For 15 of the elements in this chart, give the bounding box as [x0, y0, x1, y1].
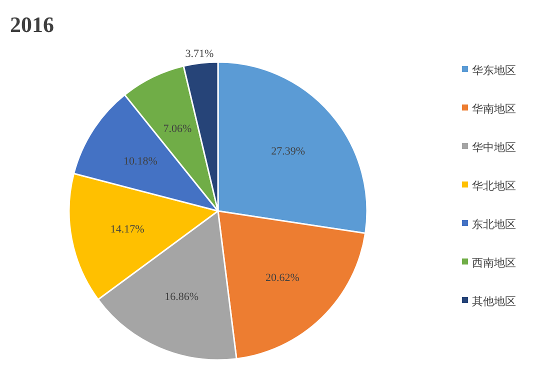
legend-label: 华东地区 — [472, 64, 516, 77]
data-label: 27.39% — [271, 146, 306, 158]
legend-label: 东北地区 — [472, 218, 516, 231]
legend-label: 西南地区 — [472, 256, 516, 270]
data-label: 16.86% — [164, 290, 199, 303]
legend-label: 华南地区 — [472, 102, 516, 116]
chart-title: 2016 — [10, 12, 54, 37]
data-label: 3.71% — [185, 48, 214, 60]
legend-label: 其他地区 — [472, 294, 516, 308]
legend-label: 华北地区 — [472, 179, 516, 192]
data-label: 14.17% — [110, 223, 144, 236]
legend-label: 华中地区 — [472, 140, 516, 154]
data-label: 20.62% — [266, 272, 300, 284]
data-label: 7.06% — [163, 122, 192, 135]
data-label: 10.18% — [123, 156, 158, 168]
